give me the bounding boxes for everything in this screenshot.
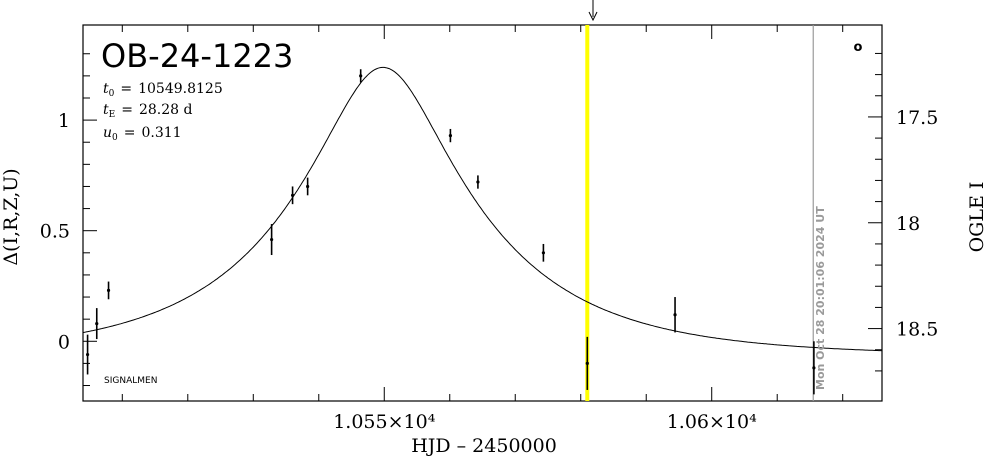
t0-equals: =: [120, 81, 132, 97]
svg-text:tE=28.28 d: tE = 28.28 d: [103, 102, 192, 120]
data-point: [270, 224, 274, 256]
data-point: [541, 243, 546, 262]
data-point: [306, 177, 310, 196]
point-marker: [106, 288, 111, 293]
y2-tick-label: 17.5: [896, 107, 938, 129]
point-marker: [448, 133, 453, 138]
param-u0: u0 = 0.311: [103, 125, 182, 143]
svg-text:u0=0.311: u0 = 0.311: [103, 125, 182, 143]
u0-symbol: u: [103, 125, 112, 141]
timestamp-label: Mon Oct 28 20:01:06 2024 UT: [814, 206, 827, 390]
y-tick-label: 0: [58, 331, 70, 353]
tE-symbol: t: [103, 102, 109, 118]
data-point: [812, 341, 816, 395]
y-tick-label: 0.5: [40, 221, 70, 243]
tE-subscript: E: [109, 110, 116, 120]
u0-equals: =: [124, 125, 136, 141]
t0-symbol: t: [103, 81, 109, 97]
point-marker: [85, 352, 90, 357]
data-point: [290, 186, 295, 205]
t0-value: 10549.8125: [138, 81, 223, 97]
tE-value: 28.28 d: [139, 102, 193, 118]
x-axis-title: HJD – 2450000: [411, 435, 557, 457]
y-axis-title: Δ(I,R,Z,U): [0, 168, 22, 265]
x-tick-label: 1.06×10⁴: [667, 411, 757, 433]
data-point: [673, 297, 677, 333]
data-point: [476, 175, 480, 189]
signature-label: SIGNALMEN: [104, 376, 157, 386]
tick-marks: [83, 25, 882, 401]
param-tE: tE = 28.28 d: [103, 102, 192, 120]
chart-title: OB-24-1223: [101, 37, 293, 75]
tick-labels: 1.055×10⁴ 1.06×10⁴ 0 0.5 1 17.5 18 18.5: [40, 107, 939, 433]
point-marker: [812, 366, 816, 370]
point-marker: [541, 251, 546, 255]
y-tick-label: 1: [58, 110, 70, 132]
model-curve: [82, 66, 883, 352]
data-point: [106, 281, 111, 300]
u0-subscript: 0: [112, 133, 118, 143]
data-points: [85, 69, 816, 395]
point-marker: [306, 184, 310, 189]
svg-text:t0=10549.8125: t0 = 10549.8125: [103, 81, 223, 99]
point-marker: [476, 180, 480, 184]
data-point: [85, 334, 90, 375]
point-marker: [585, 361, 589, 365]
tE-equals: =: [121, 102, 133, 118]
y2-axis-title: OGLE I: [966, 182, 986, 253]
data-point: [448, 128, 453, 143]
point-marker: [673, 313, 677, 317]
current-time-arrow: [588, 0, 598, 22]
corner-symbol: o: [854, 40, 863, 55]
t0-subscript: 0: [109, 89, 115, 99]
x-tick-label: 1.055×10⁴: [333, 411, 435, 433]
point-marker: [270, 237, 274, 242]
param-t0: t0 = 10549.8125: [103, 81, 223, 99]
data-point: [359, 69, 363, 83]
point-marker: [359, 74, 363, 78]
y2-tick-label: 18: [896, 213, 920, 235]
data-point: [95, 308, 99, 340]
data-point: [585, 336, 589, 390]
plot-frame: [82, 24, 883, 402]
point-marker: [95, 321, 99, 326]
point-marker: [290, 193, 295, 197]
y2-tick-label: 18.5: [896, 319, 938, 341]
u0-value: 0.311: [142, 125, 182, 141]
